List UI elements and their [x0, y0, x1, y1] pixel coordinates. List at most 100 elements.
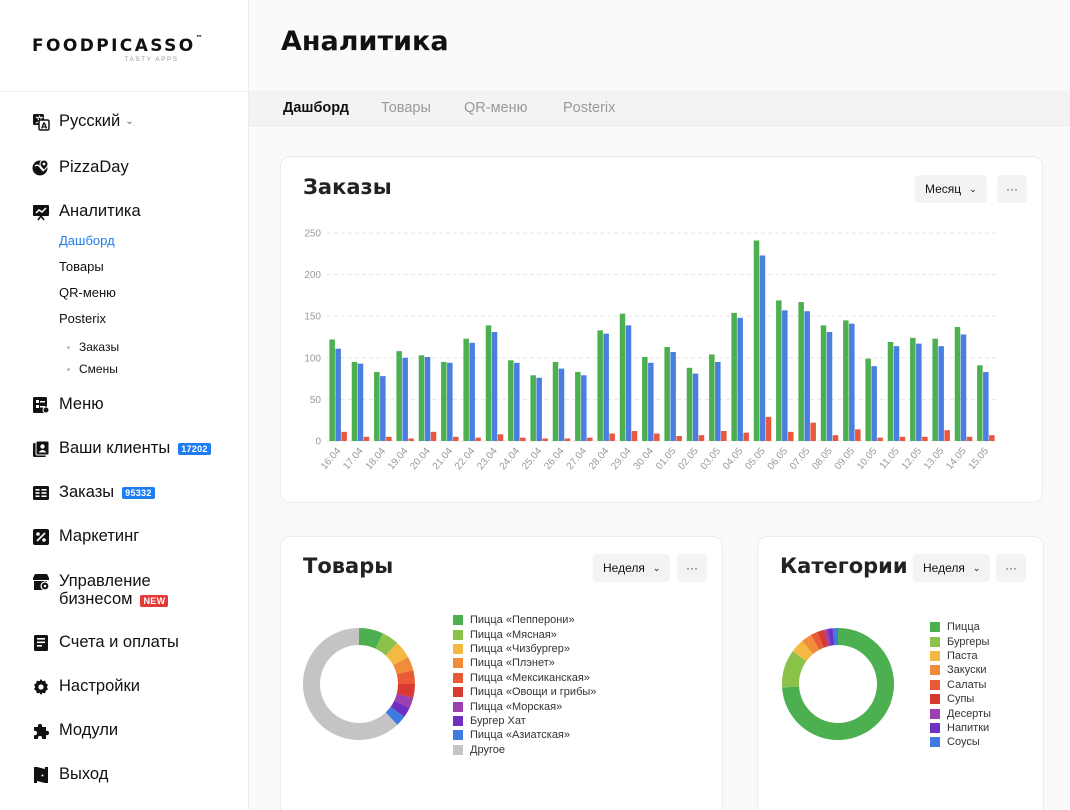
- bar[interactable]: [765, 416, 772, 441]
- tab-qr-menu[interactable]: QR-меню: [464, 100, 528, 116]
- sidebar-item-billing[interactable]: Счета и оплаты: [32, 633, 179, 652]
- pie-slice[interactable]: [827, 628, 835, 646]
- pie-slice[interactable]: [394, 693, 414, 708]
- bar[interactable]: [603, 333, 609, 441]
- bar[interactable]: [374, 371, 380, 441]
- pie-slice[interactable]: [375, 633, 398, 656]
- legend-item[interactable]: Десерты: [930, 706, 991, 720]
- legend-item[interactable]: Пицца «Азиатская»: [453, 728, 596, 742]
- legend-item[interactable]: Паста: [930, 649, 991, 663]
- bar[interactable]: [587, 437, 593, 441]
- bar[interactable]: [977, 365, 983, 441]
- bar[interactable]: [619, 313, 626, 441]
- bar[interactable]: [530, 375, 536, 441]
- legend-item[interactable]: Пицца «Плэнет»: [453, 656, 596, 670]
- sidebar-item-analytics[interactable]: Аналитика: [32, 202, 141, 221]
- bar[interactable]: [832, 435, 839, 441]
- pie-slice[interactable]: [385, 706, 405, 725]
- products-period-dropdown[interactable]: Неделя ⌄: [593, 554, 671, 582]
- bar[interactable]: [810, 422, 816, 441]
- sidebar-subsub-orders[interactable]: Заказы: [67, 340, 119, 354]
- bar[interactable]: [441, 361, 447, 441]
- legend-item[interactable]: Пицца «Чизбургер»: [453, 642, 596, 656]
- tab-products[interactable]: Товары: [381, 100, 431, 116]
- bar[interactable]: [396, 351, 402, 441]
- bar[interactable]: [430, 431, 437, 441]
- bar[interactable]: [631, 431, 638, 441]
- bar[interactable]: [983, 371, 989, 441]
- pie-slice[interactable]: [393, 657, 414, 675]
- bar[interactable]: [575, 371, 581, 441]
- legend-item[interactable]: Пицца «Овощи и грибы»: [453, 685, 596, 699]
- categories-period-dropdown[interactable]: Неделя ⌄: [913, 554, 991, 582]
- legend-item[interactable]: Напитки: [930, 721, 991, 735]
- sidebar-sub-posterix[interactable]: Posterix: [59, 311, 106, 326]
- sidebar-item-clients[interactable]: Ваши клиенты 17202: [32, 439, 211, 458]
- bar[interactable]: [558, 368, 565, 441]
- bar[interactable]: [954, 327, 961, 441]
- bar[interactable]: [351, 361, 358, 441]
- bar[interactable]: [916, 343, 922, 441]
- bar[interactable]: [402, 357, 408, 441]
- bar[interactable]: [966, 436, 973, 441]
- bar[interactable]: [826, 332, 833, 441]
- bar[interactable]: [893, 346, 900, 441]
- bar[interactable]: [743, 432, 749, 441]
- bar[interactable]: [782, 310, 788, 441]
- bar[interactable]: [380, 376, 386, 441]
- bar[interactable]: [676, 436, 682, 441]
- bar[interactable]: [463, 338, 469, 441]
- bar[interactable]: [648, 362, 654, 441]
- bar[interactable]: [788, 431, 794, 441]
- brand-logo[interactable]: FOODPICASSO™ TASTY APPS: [32, 34, 203, 63]
- logout-button[interactable]: Выход: [32, 765, 108, 784]
- bar[interactable]: [475, 437, 481, 441]
- bar[interactable]: [552, 361, 559, 441]
- bar[interactable]: [581, 375, 587, 441]
- pie-slice[interactable]: [802, 634, 820, 654]
- sidebar-item-orders[interactable]: Заказы 95332: [32, 483, 155, 502]
- bar[interactable]: [664, 346, 670, 441]
- pie-slice[interactable]: [832, 628, 838, 646]
- sidebar-item-modules[interactable]: Модули: [32, 721, 118, 740]
- legend-item[interactable]: Пицца «Мексиканская»: [453, 671, 596, 685]
- legend-item[interactable]: Пицца «Пепперони»: [453, 613, 596, 627]
- bar[interactable]: [363, 436, 370, 441]
- bar[interactable]: [731, 312, 737, 441]
- bar[interactable]: [469, 342, 475, 441]
- bar[interactable]: [910, 337, 916, 441]
- legend-item[interactable]: Бургер Хат: [453, 714, 596, 728]
- bar[interactable]: [865, 358, 871, 441]
- bar[interactable]: [944, 430, 950, 441]
- bar[interactable]: [843, 320, 849, 441]
- bar[interactable]: [564, 438, 571, 441]
- sidebar-subsub-shifts[interactable]: Смены: [67, 362, 118, 376]
- bar[interactable]: [737, 317, 743, 441]
- bar[interactable]: [887, 341, 894, 441]
- bar[interactable]: [408, 438, 414, 441]
- bar[interactable]: [938, 346, 944, 441]
- bar[interactable]: [453, 436, 459, 441]
- bar[interactable]: [686, 367, 693, 441]
- legend-item[interactable]: Соусы: [930, 735, 991, 749]
- pie-slice[interactable]: [385, 643, 409, 666]
- bar[interactable]: [877, 437, 883, 441]
- bar[interactable]: [899, 436, 906, 441]
- legend-item[interactable]: Закуски: [930, 663, 991, 677]
- restaurant-selector[interactable]: PizzaDay: [32, 158, 129, 177]
- bar[interactable]: [715, 361, 721, 441]
- pie-slice[interactable]: [817, 629, 829, 648]
- bar[interactable]: [542, 438, 548, 441]
- bar[interactable]: [922, 436, 928, 441]
- pie-slice[interactable]: [396, 684, 415, 698]
- bar[interactable]: [386, 436, 392, 441]
- bar[interactable]: [508, 360, 514, 441]
- bar[interactable]: [692, 373, 699, 441]
- bar[interactable]: [932, 338, 938, 441]
- bar[interactable]: [485, 325, 492, 441]
- bar[interactable]: [849, 323, 855, 441]
- bar[interactable]: [625, 325, 632, 441]
- bar[interactable]: [642, 356, 648, 441]
- sidebar-sub-dashboard[interactable]: Дашборд: [59, 233, 115, 248]
- legend-item[interactable]: Пицца: [930, 620, 991, 634]
